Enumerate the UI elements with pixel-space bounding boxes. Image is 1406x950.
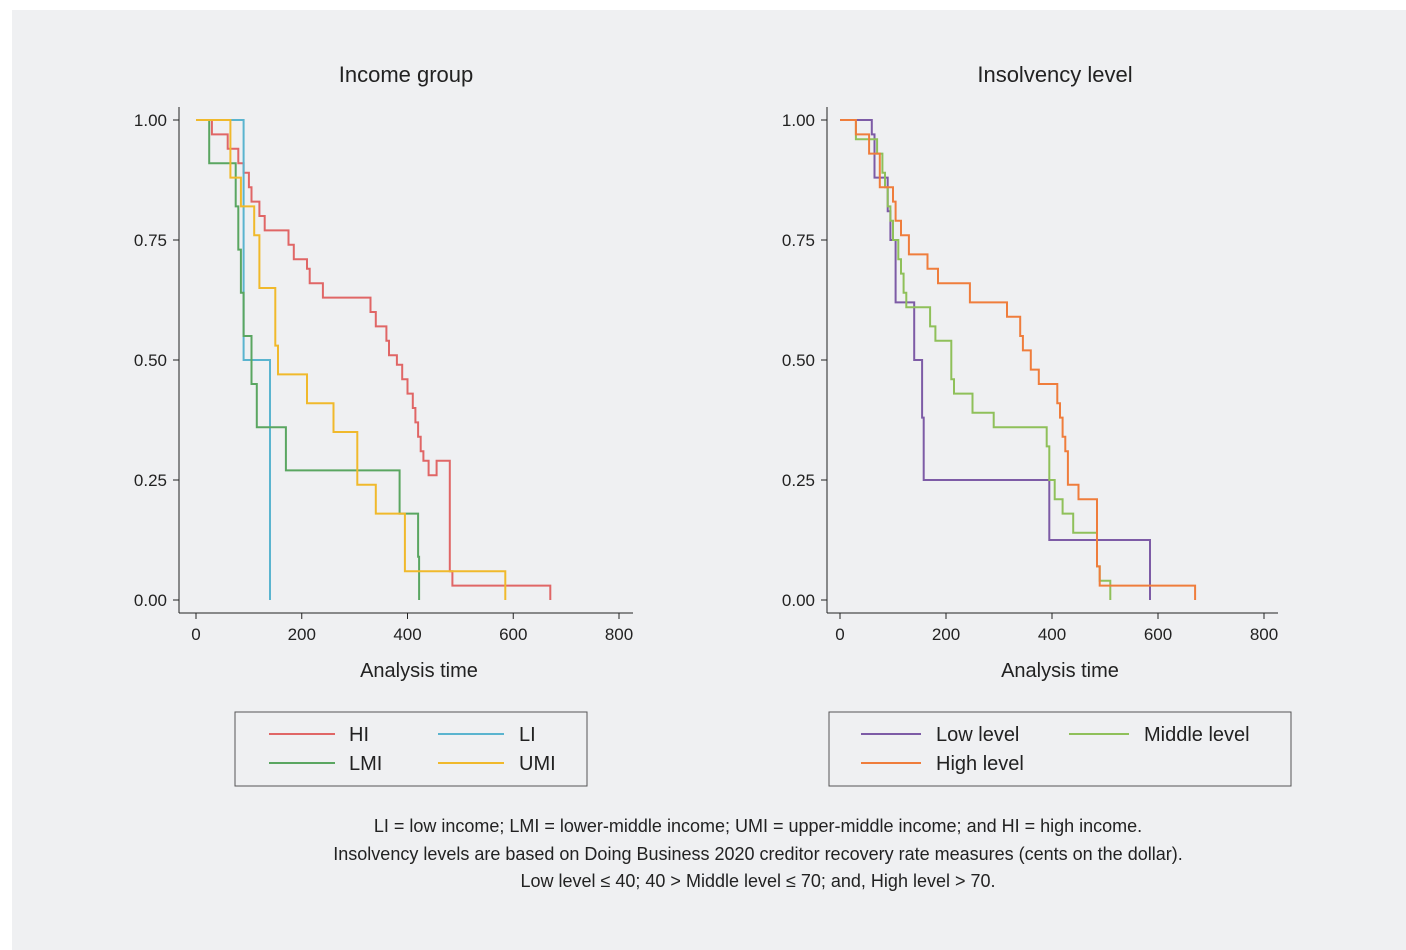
series-line-lmi bbox=[196, 119, 421, 600]
legend-income-group: HI LI LMI UMI bbox=[234, 711, 588, 787]
series-line-middle-level bbox=[840, 119, 1112, 600]
legend-box bbox=[828, 711, 1292, 787]
chart-income-group: Income group Analysis time 0.00 0.25 0.50 0… bbox=[134, 62, 633, 682]
x-axis-label: Analysis time bbox=[1001, 660, 1119, 682]
y-tick-label: 0.00 bbox=[782, 591, 815, 610]
y-tick-label: 0.50 bbox=[134, 351, 167, 370]
x-tick-label: 800 bbox=[605, 625, 633, 644]
legend-insolvency-level: Low level Middle level High level bbox=[828, 711, 1292, 787]
series-line-high-level bbox=[840, 119, 1197, 600]
y-tick-label: 0.00 bbox=[134, 591, 167, 610]
legend-label-hi: HI bbox=[349, 724, 369, 746]
series-line-umi bbox=[196, 119, 507, 600]
x-tick-label: 400 bbox=[393, 625, 421, 644]
x-tick-label: 200 bbox=[288, 625, 316, 644]
series-line-low-level bbox=[840, 119, 1151, 600]
series-line-hi bbox=[196, 119, 552, 600]
chart-title: Income group bbox=[339, 62, 474, 87]
series-line-li bbox=[196, 119, 271, 600]
legend-label-umi: UMI bbox=[519, 753, 556, 775]
legend-label-li: LI bbox=[519, 724, 536, 746]
x-axis-label: Analysis time bbox=[360, 660, 478, 682]
legend-label-middle-level: Middle level bbox=[1144, 724, 1250, 746]
y-tick-label: 1.00 bbox=[134, 111, 167, 130]
x-tick-label: 0 bbox=[835, 625, 844, 644]
footnote-line-3: Low level ≤ 40; 40 > Middle level ≤ 70; … bbox=[520, 871, 995, 891]
y-tick-label: 0.25 bbox=[782, 471, 815, 490]
x-tick-label: 400 bbox=[1038, 625, 1066, 644]
legend-label-lmi: LMI bbox=[349, 753, 382, 775]
chart-title: Insolvency level bbox=[977, 62, 1132, 87]
footnote-line-2: Insolvency levels are based on Doing Bus… bbox=[333, 844, 1182, 864]
chart-canvas: Income group Analysis time 0.00 0.25 0.50 0… bbox=[134, 62, 1292, 891]
x-tick-label: 200 bbox=[932, 625, 960, 644]
y-tick-label: 0.50 bbox=[782, 351, 815, 370]
figure-panel: Income group Analysis time 0.00 0.25 0.50 0… bbox=[12, 10, 1406, 950]
y-tick-label: 0.75 bbox=[782, 231, 815, 250]
y-tick-label: 1.00 bbox=[782, 111, 815, 130]
y-tick-label: 0.75 bbox=[134, 231, 167, 250]
x-tick-label: 600 bbox=[499, 625, 527, 644]
y-tick-label: 0.25 bbox=[134, 471, 167, 490]
footnote-line-1: LI = low income; LMI = lower-middle inco… bbox=[374, 816, 1142, 836]
footnote: LI = low income; LMI = lower-middle inco… bbox=[333, 816, 1182, 891]
legend-box bbox=[234, 711, 588, 787]
x-tick-label: 600 bbox=[1144, 625, 1172, 644]
chart-insolvency-level: Insolvency level Analysis time 0.00 0.25 0… bbox=[782, 62, 1278, 682]
legend-label-low-level: Low level bbox=[936, 724, 1019, 746]
x-tick-label: 800 bbox=[1250, 625, 1278, 644]
x-tick-label: 0 bbox=[191, 625, 200, 644]
legend-label-high-level: High level bbox=[936, 753, 1024, 775]
